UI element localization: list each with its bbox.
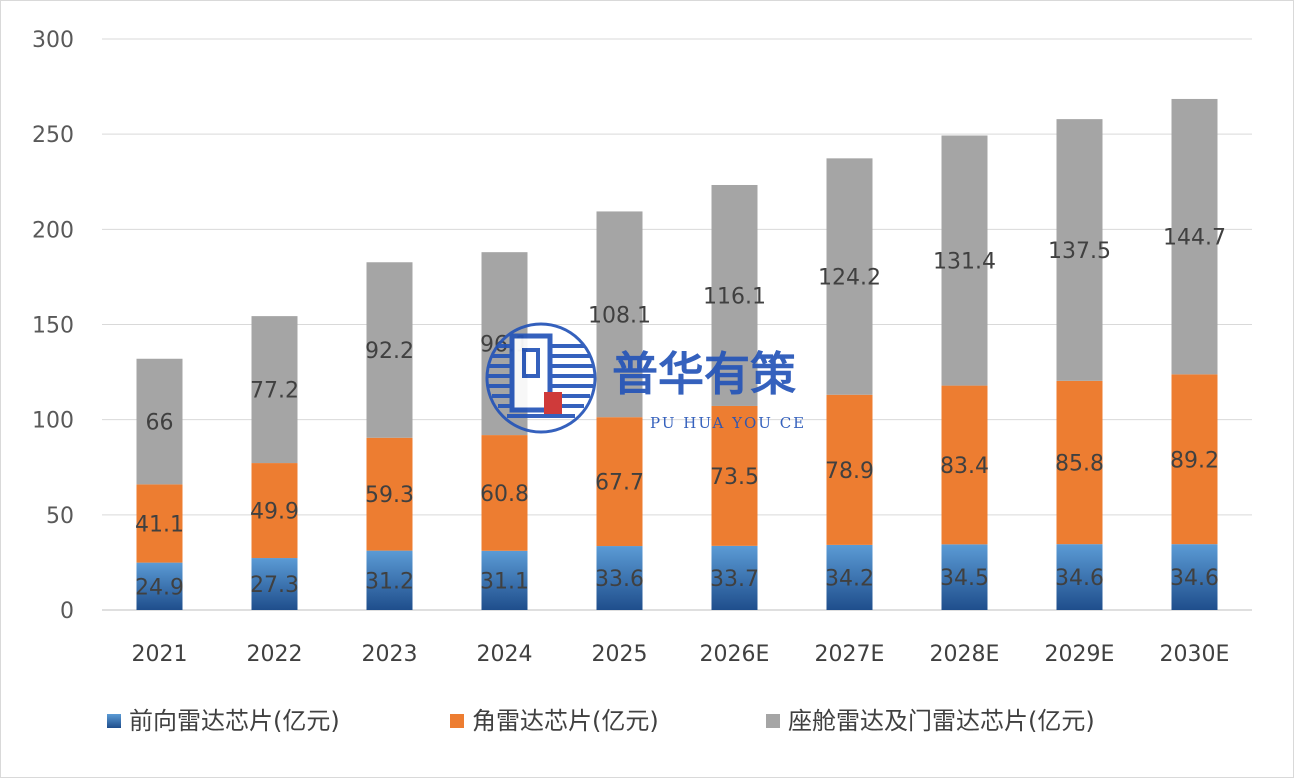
bar-segment xyxy=(711,184,758,406)
bar-segment xyxy=(596,211,643,418)
data-label: 24.9 xyxy=(135,575,184,600)
data-label: 116.1 xyxy=(703,284,766,309)
y-tick-label: 300 xyxy=(32,28,74,53)
bar-segment xyxy=(596,417,643,547)
data-label: 108.1 xyxy=(588,303,651,328)
data-labels: 24.9 41.1 66 27.3 49.9 77.2 31.2 59.3 92.2 31.1 60… xyxy=(135,226,1226,601)
data-label: 34.5 xyxy=(940,566,989,591)
x-tick-label: 2024 xyxy=(477,642,533,667)
data-label: 78.9 xyxy=(825,459,874,484)
data-label: 66 xyxy=(146,411,174,436)
data-label: 89.2 xyxy=(1170,448,1219,473)
legend-label: 座舱雷达及门雷达芯片(亿元) xyxy=(788,707,1095,735)
x-tick-label: 2029E xyxy=(1045,642,1115,667)
bar-segment xyxy=(251,558,298,610)
bar-segment xyxy=(941,385,988,545)
bar-segment xyxy=(366,550,413,610)
bar-segment xyxy=(366,437,413,551)
y-tick-label: 100 xyxy=(32,409,74,434)
bar-segment xyxy=(481,435,528,551)
data-label: 33.6 xyxy=(595,567,644,592)
data-label: 34.6 xyxy=(1170,566,1219,591)
legend-swatch xyxy=(107,714,121,728)
data-label: 144.7 xyxy=(1163,226,1226,251)
bar-segment xyxy=(711,545,758,610)
data-label: 34.6 xyxy=(1055,566,1104,591)
bar-segment xyxy=(1171,544,1218,610)
bar-segment xyxy=(1056,119,1103,381)
data-label: 60.8 xyxy=(480,482,529,507)
x-tick-label: 2026E xyxy=(700,642,770,667)
legend-label: 角雷达芯片(亿元) xyxy=(472,707,659,735)
bar-segment xyxy=(1171,98,1218,375)
x-tick-label: 2025 xyxy=(592,642,648,667)
data-label: 77.2 xyxy=(250,379,299,404)
data-label: 67.7 xyxy=(595,471,644,496)
x-tick-label: 2027E xyxy=(815,642,885,667)
watermark-emblem-icon xyxy=(485,322,597,434)
bar-segment xyxy=(1056,544,1103,610)
bar-segment xyxy=(136,358,183,485)
bar-segment xyxy=(136,562,183,610)
data-label: 33.7 xyxy=(710,567,759,592)
data-label: 27.3 xyxy=(250,573,299,598)
data-label: 41.1 xyxy=(135,512,184,537)
bar-segment xyxy=(136,484,183,563)
watermark-en: PU HUA YOU CE xyxy=(650,414,806,432)
legend-swatch xyxy=(450,714,464,728)
data-label: 34.2 xyxy=(825,566,874,591)
data-label: 31.2 xyxy=(365,569,414,594)
bar-segment xyxy=(251,463,298,559)
bar-segment xyxy=(826,394,873,545)
x-axis: 2021 2022 2023 2024 2025 2026E 2027E 2028E 2029E… xyxy=(132,642,1230,667)
x-tick-label: 2022 xyxy=(247,642,303,667)
y-axis: 0 50 100 150 200 250 300 xyxy=(32,28,74,624)
x-tick-label: 2030E xyxy=(1160,642,1230,667)
data-label: 49.9 xyxy=(250,500,299,525)
bar-segment xyxy=(1171,374,1218,545)
data-label: 137.5 xyxy=(1048,239,1111,264)
bar-segment xyxy=(941,135,988,386)
bar-segment xyxy=(481,550,528,610)
data-label: 59.3 xyxy=(365,483,414,508)
data-label: 131.4 xyxy=(933,250,996,275)
bar-segment xyxy=(711,405,758,546)
x-tick-label: 2021 xyxy=(132,642,188,667)
y-tick-label: 250 xyxy=(32,123,74,148)
bar-segment xyxy=(826,158,873,395)
data-label: 73.5 xyxy=(710,465,759,490)
bar-segment xyxy=(1056,380,1103,545)
data-label: 83.4 xyxy=(940,454,989,479)
x-tick-label: 2023 xyxy=(362,642,418,667)
bar-segment xyxy=(596,546,643,610)
watermark-logo: 普华有策 PU HUA YOU CE xyxy=(485,322,806,434)
data-label: 85.8 xyxy=(1055,451,1104,476)
bar-segment xyxy=(251,316,298,464)
legend: 前向雷达芯片(亿元) 角雷达芯片(亿元) 座舱雷达及门雷达芯片(亿元) xyxy=(107,707,1095,735)
watermark-cn: 普华有策 xyxy=(612,347,796,401)
y-tick-label: 50 xyxy=(46,504,74,529)
x-tick-label: 2028E xyxy=(930,642,1000,667)
data-label: 124.2 xyxy=(818,266,881,291)
bar-segment xyxy=(826,544,873,610)
bar-segment xyxy=(366,262,413,438)
y-tick-label: 150 xyxy=(32,314,74,339)
legend-label: 前向雷达芯片(亿元) xyxy=(129,707,340,735)
y-tick-label: 0 xyxy=(60,599,74,624)
data-label: 31.1 xyxy=(480,569,529,594)
legend-swatch xyxy=(766,714,780,728)
bar-segment xyxy=(941,544,988,610)
data-label: 92.2 xyxy=(365,339,414,364)
y-tick-label: 200 xyxy=(32,218,74,243)
